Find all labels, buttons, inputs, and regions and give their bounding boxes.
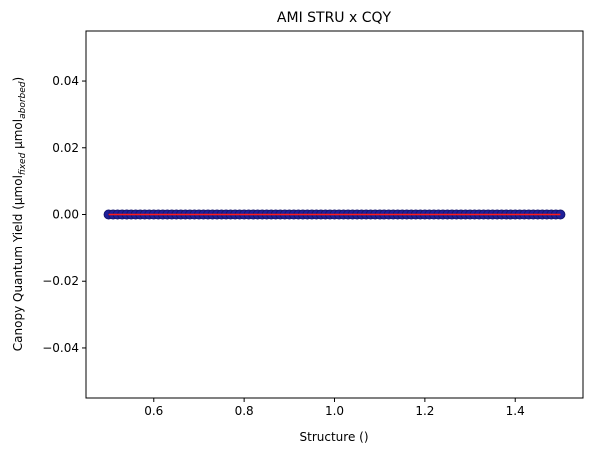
x-axis-ticks: 0.6 0.8 1.0 1.2 1.4 — [144, 398, 525, 418]
y-tick-label: 0.04 — [52, 74, 79, 88]
chart-title: AMI STRU x CQY — [277, 10, 392, 26]
x-tick-label: 0.8 — [235, 404, 254, 418]
y-axis-ticks: −0.04 −0.02 0.00 0.02 0.04 — [42, 74, 86, 355]
x-tick-label: 1.4 — [506, 404, 525, 418]
y-tick-label: −0.04 — [42, 341, 79, 355]
x-tick-label: 1.2 — [415, 404, 434, 418]
y-tick-label: 0.00 — [52, 208, 79, 222]
y-axis-label: Canopy Quantum Yield (μmolfixed μmolabor… — [11, 77, 28, 351]
y-tick-label: 0.02 — [52, 141, 79, 155]
x-tick-label: 1.0 — [325, 404, 344, 418]
y-tick-label: −0.02 — [42, 274, 79, 288]
x-axis-label: Structure () — [300, 430, 369, 444]
x-tick-label: 0.6 — [144, 404, 163, 418]
